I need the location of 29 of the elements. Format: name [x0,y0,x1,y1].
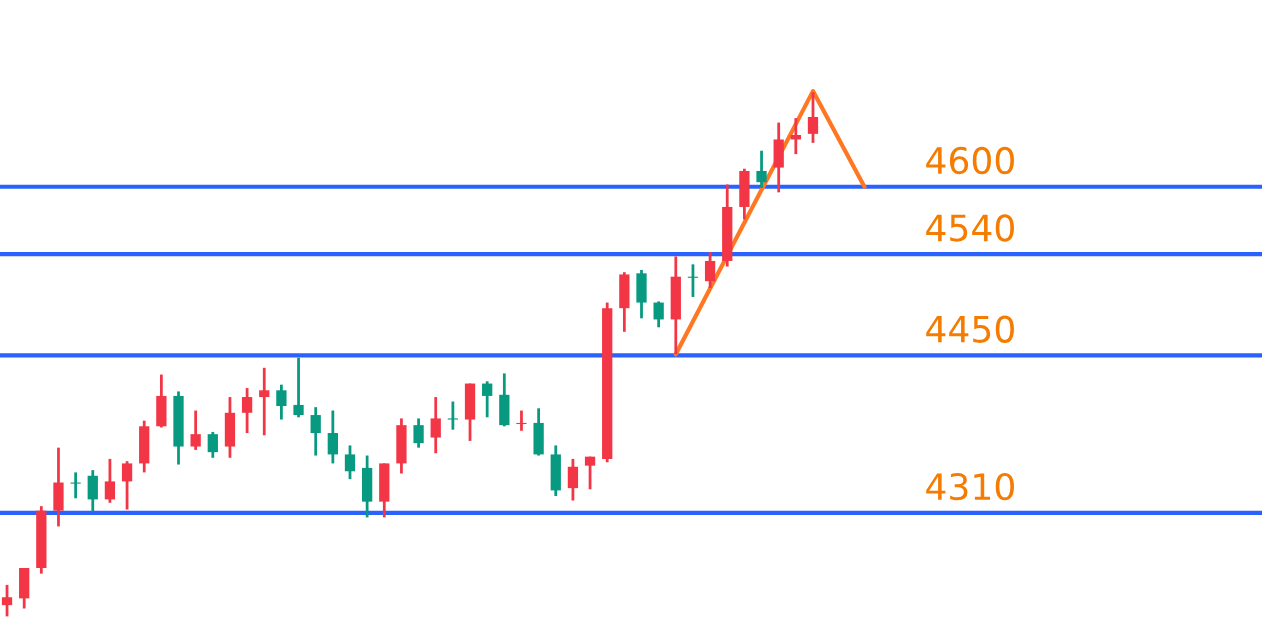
candlestick [327,409,338,465]
candlestick [756,149,767,190]
candlestick [104,457,116,505]
candlestick [482,379,493,419]
candlestick [447,400,459,432]
candlestick [87,468,98,514]
candlestick [704,250,716,290]
candlestick [430,395,441,455]
ref-line-label: 4540 [926,214,1014,242]
candlestick [584,455,596,491]
candlestick [516,409,527,433]
candlestick [293,356,304,419]
candlestick [70,471,81,500]
ref-line-label: 4450 [926,315,1014,343]
candlestick [567,457,579,502]
candlestick [276,383,287,421]
candlestick [190,409,201,452]
candlestick [413,417,424,450]
ref-line-label: 4600 [926,146,1014,175]
candlestick [807,90,819,145]
candlestick [1,583,13,618]
candlestick [207,430,218,460]
candlestick [344,444,356,481]
candlestick [121,459,133,511]
candlestick [653,300,664,329]
candlestick [241,386,253,435]
candlestick [310,405,321,457]
candlestick [259,366,270,437]
ref-line-label: 4310 [926,473,1014,501]
